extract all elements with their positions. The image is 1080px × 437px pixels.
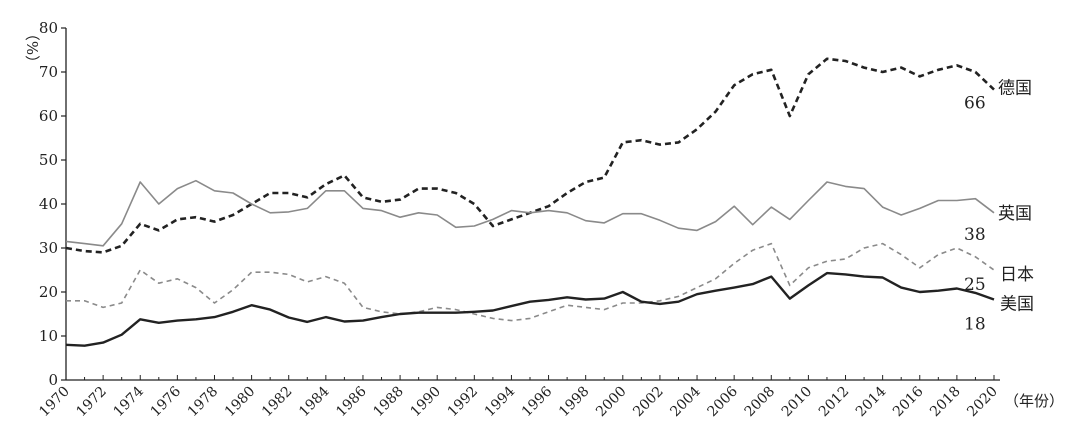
x-tick-label: 1986 [333, 383, 370, 420]
x-tick-label: 1982 [259, 384, 296, 421]
x-tick-label: 2010 [779, 384, 816, 421]
x-tick-label: 1972 [73, 384, 110, 421]
y-tick-label: 10 [39, 327, 58, 345]
series-name-label: 英国 [998, 204, 1032, 224]
x-tick-label: 2018 [927, 384, 964, 421]
x-tick-label: 2014 [853, 383, 890, 420]
series-end-value-label: 38 [964, 225, 986, 245]
series-line-3 [65, 271, 995, 347]
y-tick-label: 70 [39, 63, 58, 81]
x-tick-label: 2016 [890, 383, 927, 420]
series-layer [65, 57, 995, 347]
y-tick-label: 50 [39, 151, 58, 169]
y-axis-title: （%） [23, 26, 41, 70]
series-name-label: 美国 [1000, 294, 1034, 314]
series-labels: 德国 66 英国 38 日本 25 美国 18 [964, 79, 1034, 335]
x-tick-label: 2020 [964, 384, 1001, 421]
x-tick-label: 2008 [742, 384, 779, 421]
x-tick-label: 1988 [370, 384, 407, 421]
y-tick-label: 60 [39, 107, 58, 125]
series-end-value-label: 18 [964, 314, 986, 334]
x-tick-label: 1990 [408, 384, 445, 421]
x-ticks: 1970 1972 1974 1976 1978 1980 1982 1984 1986 1988… [36, 375, 1001, 420]
y-tick-label: 0 [48, 371, 58, 389]
x-tick-label: 1984 [296, 383, 333, 420]
x-tick-label: 1998 [556, 384, 593, 421]
x-tick-label: 2006 [704, 383, 741, 420]
x-tick-label: 2004 [667, 383, 704, 420]
series-name-label: 日本 [1000, 265, 1034, 285]
x-tick-label: 2012 [816, 384, 853, 421]
y-tick-label: 20 [39, 283, 58, 301]
series-end-value-label: 25 [964, 275, 986, 295]
y-tick-label: 40 [39, 195, 58, 213]
x-tick-label: 1994 [482, 383, 519, 420]
x-tick-label: 2000 [593, 384, 630, 421]
x-tick-label: 1976 [148, 383, 185, 420]
x-axis-title: （年份） [1004, 392, 1064, 410]
series-name-label: 德国 [998, 79, 1032, 99]
y-ticks: 0 10 20 30 40 50 60 70 80 [39, 19, 66, 389]
x-tick-label: 1978 [185, 384, 222, 421]
axes [65, 28, 1000, 381]
series-line-1 [65, 179, 995, 247]
x-tick-label: 1996 [519, 383, 556, 420]
series-line-0 [65, 57, 995, 254]
x-tick-label: 2002 [630, 384, 667, 421]
y-tick-label: 30 [39, 239, 58, 257]
y-tick-label: 80 [39, 19, 58, 37]
x-tick-label: 1974 [111, 383, 148, 420]
series-line-2 [66, 242, 995, 322]
series-end-value-label: 66 [964, 94, 986, 114]
x-tick-label: 1992 [445, 384, 482, 421]
x-tick-label: 1980 [222, 384, 259, 421]
